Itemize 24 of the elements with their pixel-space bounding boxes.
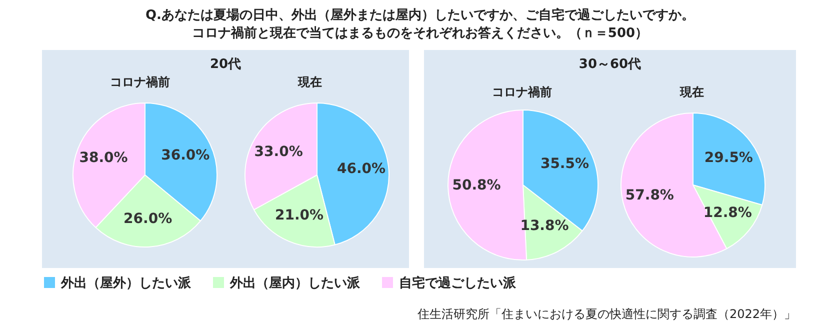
data-label: 57.8%: [625, 187, 674, 204]
data-label: 29.5%: [704, 150, 753, 166]
legend-label: 外出（屋外）したい派: [60, 275, 191, 292]
chart-subtitle: 30～60代: [578, 56, 642, 73]
chart-title: コロナ禍前: [491, 84, 553, 101]
data-label: 46.0%: [337, 161, 386, 178]
chart-title: 現在: [678, 84, 705, 101]
legend-label: 外出（屋内）したい派: [228, 275, 360, 292]
data-label: 36.0%: [161, 148, 210, 164]
legend-label: 自宅で過ごしたい派: [398, 274, 516, 292]
data-label: 26.0%: [124, 211, 172, 228]
data-label: 38.0%: [79, 150, 128, 166]
data-label: 13.8%: [520, 218, 569, 234]
data-label: 12.8%: [703, 204, 752, 221]
data-label: 50.8%: [452, 178, 501, 194]
text: コロナ禍前と現在で当てはまるものをそれぞれお答えください。（ｎ＝500）: [190, 25, 650, 42]
chart-title: コロナ禍前: [109, 74, 171, 91]
data-label: 33.0%: [254, 144, 303, 160]
data-label: 35.5%: [540, 156, 590, 172]
text: Q.あなたは夏場の日中、外出（屋外または屋内）したいですか、ご自宅で過ごしたいですか。: [144, 6, 696, 24]
data-label: 21.0%: [274, 208, 324, 224]
chart-title: 現在: [296, 74, 323, 91]
chart-subtitle: 20代: [208, 56, 242, 73]
text: 住生活研究所「住まいにおける夏の快適性に関する調査（2022年）」: [417, 306, 796, 323]
